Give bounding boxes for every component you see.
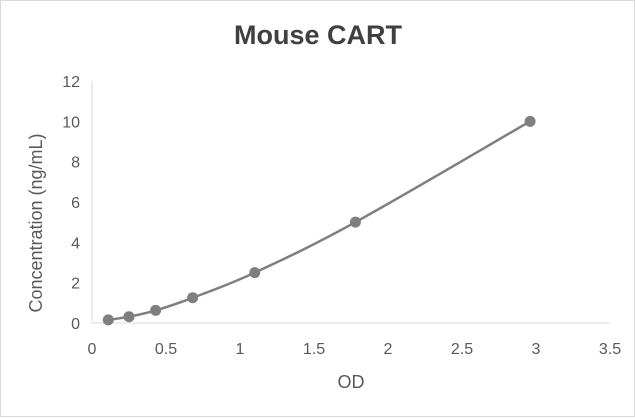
y-tick-label: 2 <box>71 276 80 293</box>
chart-title: Mouse CART <box>234 20 403 50</box>
series-curves <box>107 120 532 322</box>
y-tick-label: 8 <box>71 155 80 172</box>
y-tick-label: 0 <box>71 316 80 333</box>
data-point <box>349 216 361 228</box>
data-point <box>249 267 261 279</box>
x-tick-label: 1 <box>236 341 245 358</box>
x-tick-labels: 0 0.5 1 1.5 2 2.5 3 3.5 <box>88 341 622 358</box>
x-tick-label: 0.5 <box>155 341 177 358</box>
x-tick-label: 1.5 <box>303 341 325 358</box>
x-tick-label: 2 <box>384 341 393 358</box>
data-point <box>187 292 199 304</box>
data-point <box>150 304 162 316</box>
y-tick-label: 10 <box>62 114 80 131</box>
data-point <box>102 314 114 326</box>
x-tick-label: 2.5 <box>451 341 473 358</box>
x-tick-label: 3.5 <box>599 341 621 358</box>
data-point <box>524 115 536 127</box>
y-tick-label: 12 <box>62 74 80 91</box>
y-tick-label: 4 <box>71 235 80 252</box>
x-axis-title: OD <box>338 372 365 392</box>
y-tick-label: 6 <box>71 195 80 212</box>
axes <box>91 81 610 324</box>
y-axis-title: Concentration (ng/mL) <box>26 133 46 312</box>
x-tick-label: 3 <box>532 341 541 358</box>
series-line <box>107 120 532 322</box>
data-point <box>123 311 135 323</box>
y-tick-labels: 0 2 4 6 8 10 12 <box>62 74 80 333</box>
x-tick-label: 0 <box>88 341 97 358</box>
data-points <box>102 115 536 326</box>
